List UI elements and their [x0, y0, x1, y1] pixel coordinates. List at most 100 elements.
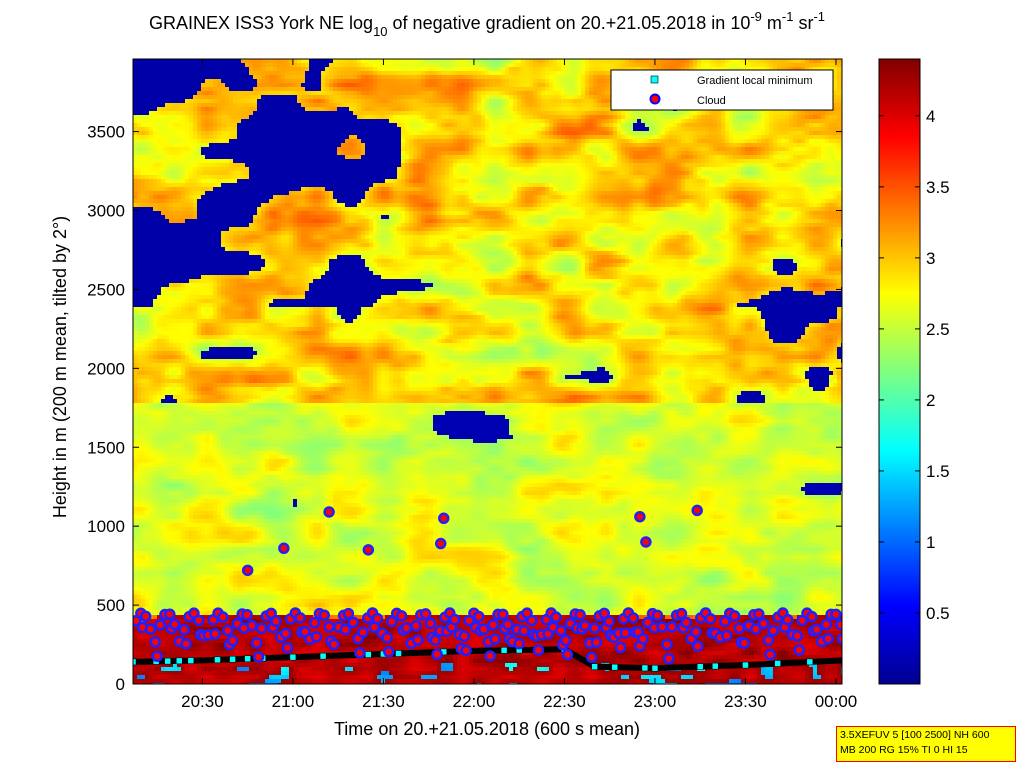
gradient-minimum-marker: [244, 655, 251, 662]
cloud-marker: [241, 608, 253, 621]
cloud-marker: [410, 620, 422, 632]
colorbar: 0.5 1 1.5 2 2.5 3 3.5 4: [878, 58, 950, 685]
cloud-marker: [781, 613, 794, 626]
cloud-marker: [448, 613, 461, 626]
colorbar-tick-label: 1: [926, 533, 935, 552]
cloud-marker: [680, 616, 693, 629]
heatmap-field: [133, 59, 842, 684]
cloud-marker: [279, 627, 292, 640]
colorbar-tick-label: 2: [926, 391, 935, 410]
cloud-marker: [704, 613, 717, 625]
cloud-marker: [221, 624, 234, 637]
cloud-marker: [806, 610, 818, 623]
x-tick-label: 20:30: [181, 692, 224, 711]
cloud-marker: [663, 652, 675, 665]
gradient-minimum-marker: [712, 662, 719, 670]
legend: Gradient local minimum Cloud: [610, 69, 834, 111]
cloud-peak-marker: [634, 510, 646, 523]
cloud-marker: [489, 633, 501, 645]
info-box: 3.5XEFUV 5 [100 2500] NH 600 MB 200 RG 1…: [836, 726, 1016, 762]
cloud-marker: [255, 622, 268, 635]
cloud-marker: [281, 641, 294, 654]
cloud-marker: [180, 638, 192, 650]
cloud-marker: [767, 624, 779, 637]
cloud-marker: [532, 644, 545, 656]
cloud-marker: [357, 626, 369, 638]
cloud-marker: [381, 631, 393, 644]
cloud-marker: [820, 618, 833, 631]
cloud-marker: [836, 633, 842, 645]
gradient-minimum-marker: [611, 663, 618, 671]
cloud-peak-marker: [434, 537, 447, 550]
cloud-marker: [651, 609, 664, 622]
cloud-marker: [178, 623, 191, 636]
cloud-marker: [477, 623, 490, 636]
colorbar-tick-label: 2.5: [926, 320, 950, 339]
cloud-marker: [666, 621, 678, 633]
x-tick-label: 22:00: [453, 692, 496, 711]
cloud-marker: [757, 617, 770, 630]
gradient-minimum-marker: [806, 658, 814, 666]
cloud-marker: [308, 616, 321, 629]
cloud-peak-marker: [323, 506, 335, 518]
gradient-minimum-marker: [133, 658, 137, 666]
cloud-marker: [310, 631, 323, 643]
y-tick-label: 1000: [87, 517, 125, 536]
cloud-marker: [614, 641, 627, 654]
cloud-marker: [347, 616, 359, 629]
cloud-marker: [627, 612, 639, 624]
cloud-marker: [835, 618, 842, 631]
gradient-minimum-marker: [176, 657, 183, 665]
cloud-marker: [619, 627, 632, 639]
colorbar-tick-label: 3: [926, 249, 935, 268]
cloud-marker: [246, 619, 258, 632]
x-axis: 20:30 21:00 21:30 22:00 22:30 23:00 23:30 00:00: [181, 59, 857, 711]
cloud-peak-marker: [691, 504, 703, 517]
cloud-marker: [733, 622, 746, 634]
gradient-minimum-marker: [591, 663, 598, 670]
colorbar-tick-label: 1.5: [926, 462, 950, 481]
cloud-marker: [550, 611, 562, 623]
cloud-marker: [598, 607, 611, 620]
cloud-marker: [719, 615, 731, 628]
colorbar-ticks: 0.5 1 1.5 2 2.5 3 3.5 4: [879, 107, 950, 623]
cloud-marker: [342, 607, 355, 620]
cloud-marker: [637, 633, 649, 645]
cloud-marker: [371, 612, 384, 625]
cloud-marker: [692, 640, 704, 652]
cloud-marker: [383, 646, 395, 658]
cloud-marker: [585, 651, 598, 664]
cloud-peak-marker: [640, 536, 652, 548]
y-tick-label: 0: [116, 675, 125, 694]
x-tick-label: 21:00: [272, 692, 315, 711]
cloud-marker: [822, 632, 834, 645]
y-axis: 0 500 1000 1500 2000 2500 3000 3500: [87, 123, 842, 694]
cloud-marker: [656, 621, 668, 633]
cloud-marker: [791, 630, 804, 642]
cloud-marker: [209, 628, 221, 640]
legend-label-cloud: Cloud: [697, 95, 726, 107]
y-tick-label: 2500: [87, 280, 125, 299]
cloud-marker: [386, 615, 398, 628]
gradient-minimum-marker: [774, 660, 781, 667]
cloud-marker: [400, 622, 413, 634]
cloud-marker: [193, 614, 205, 627]
cloud-peak-marker: [241, 564, 254, 577]
cloud-marker: [318, 609, 331, 621]
y-tick-label: 500: [97, 596, 125, 615]
gradient-minimum-marker: [395, 650, 402, 657]
cloud-marker: [139, 610, 152, 623]
y-tick-label: 3500: [87, 123, 125, 142]
cloud-marker: [412, 634, 424, 646]
heatmap-plot: [133, 59, 842, 684]
gradient-minimum-marker: [651, 664, 659, 672]
cloud-marker: [484, 650, 496, 662]
cloud-marker: [720, 629, 733, 642]
cloud-marker: [738, 637, 750, 649]
cloud-marker: [810, 623, 823, 636]
info-line-1: 3.5XEFUV 5 [100 2500] NH 600: [840, 728, 1012, 743]
legend-marker-gradient-minimum: [650, 75, 659, 84]
cloud-marker: [226, 634, 239, 647]
cloud-peak-marker: [278, 542, 290, 555]
cloud-marker: [728, 610, 741, 622]
